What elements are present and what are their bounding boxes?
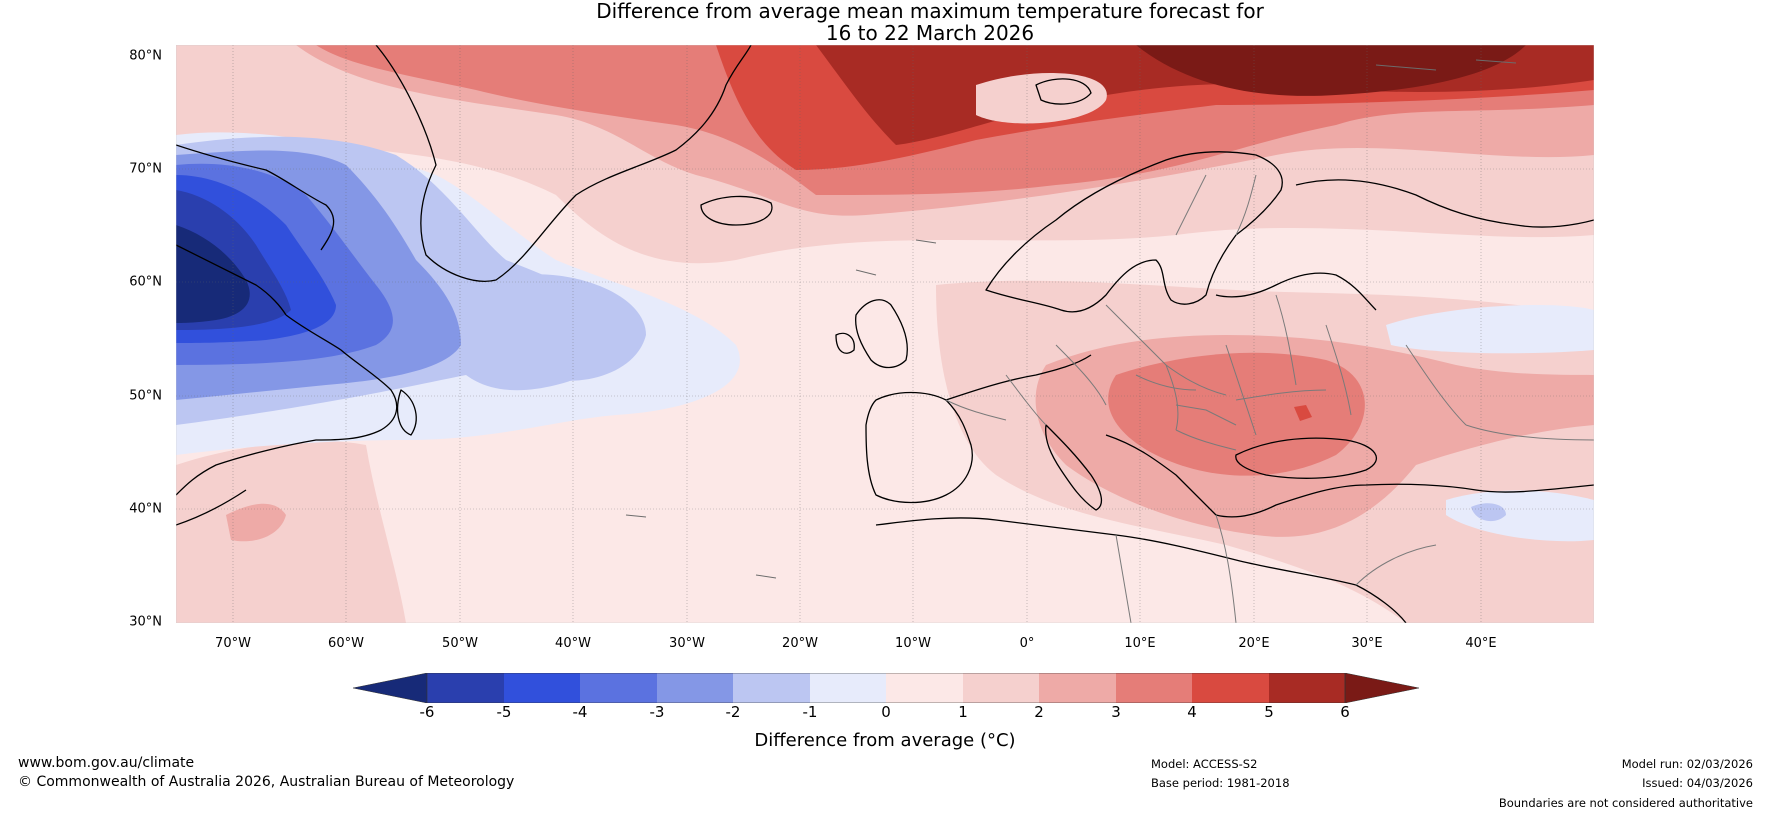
colorbar-tick: -5 (496, 703, 512, 721)
map-title-line1: Difference from average mean maximum tem… (596, 0, 1264, 23)
colorbar-tick: 6 (1340, 703, 1350, 721)
anomaly-region-below-minus6 (176, 225, 250, 323)
colorbar (353, 673, 1419, 703)
country-borders (945, 174, 1594, 623)
lat-label: 70°N (129, 161, 162, 177)
anomaly-patch-turkey-cool (1446, 490, 1594, 542)
model-name: Model: ACCESS-S2 (1151, 757, 1258, 771)
colorbar-label: Difference from average (°C) (754, 730, 1016, 751)
colorbar-tick: -3 (649, 703, 665, 721)
lon-label: 50°W (442, 636, 478, 651)
colorbar-tick: 1 (958, 703, 968, 721)
anomaly-region-over-6-north (1136, 45, 1526, 96)
colorbar-frame (426, 673, 1346, 703)
coastlines (176, 45, 1594, 623)
colorbar-tick: -1 (802, 703, 818, 721)
colorbar-swatch (580, 673, 657, 703)
anomaly-patch-russia-cool (1386, 305, 1594, 354)
lon-label: 40°W (555, 636, 591, 651)
temperature-anomaly-map (176, 45, 1594, 623)
colorbar-swatch (1192, 673, 1269, 703)
lat-label: 80°N (129, 48, 162, 64)
colorbar-tick: -4 (572, 703, 588, 721)
lat-label: 50°N (129, 388, 162, 404)
anomaly-patch-norwegian-sea (976, 73, 1107, 124)
anomaly-patch-turkey-cool-core (1471, 503, 1506, 522)
lon-label: 0° (1019, 636, 1035, 651)
colorbar-tick: 5 (1264, 703, 1274, 721)
colorbar-swatch (657, 673, 733, 703)
lon-label: 10°E (1124, 636, 1156, 651)
lon-label: 30°E (1351, 636, 1383, 651)
colorbar-tick: 3 (1111, 703, 1121, 721)
lon-label: 10°W (895, 636, 931, 651)
map-title-line2: 16 to 22 March 2026 (825, 21, 1035, 45)
colorbar-swatch (886, 673, 963, 703)
lon-label: 20°W (782, 636, 818, 651)
colorbar-tick: 4 (1187, 703, 1197, 721)
colorbar-swatch (810, 673, 886, 703)
colorbar-swatch (504, 673, 580, 703)
boundaries-disclaimer: Boundaries are not considered authoritat… (1498, 796, 1753, 810)
colorbar-tick: 2 (1034, 703, 1044, 721)
model-run-date: Model run: 02/03/2026 (1621, 757, 1753, 771)
colorbar-swatch (963, 673, 1039, 703)
website-link[interactable]: www.bom.gov.au/climate (18, 755, 195, 771)
lon-label: 20°E (1238, 636, 1270, 651)
colorbar-swatch (1116, 673, 1192, 703)
colorbar-swatch (1039, 673, 1116, 703)
lon-label: 70°W (215, 636, 251, 651)
anomaly-region-1-2-southwest (176, 441, 406, 623)
colorbar-swatch (353, 673, 428, 703)
lat-label: 40°N (129, 501, 162, 517)
colorbar-swatch (1344, 673, 1419, 703)
lon-label: 40°E (1465, 636, 1497, 651)
lon-label: 60°W (328, 636, 364, 651)
colorbar-tick: 0 (881, 703, 891, 721)
colorbar-tick: -2 (725, 703, 741, 721)
colorbar-swatch (1269, 673, 1345, 703)
anomaly-region-4-5-europe (1294, 405, 1312, 421)
colorbar-swatch (427, 673, 504, 703)
lat-label: 30°N (129, 614, 162, 630)
colorbar-swatch (733, 673, 810, 703)
issued-date: Issued: 04/03/2026 (1642, 776, 1753, 790)
base-period: Base period: 1981-2018 (1151, 776, 1290, 790)
copyright-text: © Commonwealth of Australia 2026, Austra… (18, 774, 515, 790)
lakes-and-islands (625, 59, 1517, 579)
anomaly-region-2-3-southwest (226, 503, 286, 542)
lon-label: 30°W (669, 636, 705, 651)
anomaly-patch-minus2-minus1-east (512, 274, 646, 381)
colorbar-tick: -6 (419, 703, 435, 721)
lat-label: 60°N (129, 274, 162, 290)
